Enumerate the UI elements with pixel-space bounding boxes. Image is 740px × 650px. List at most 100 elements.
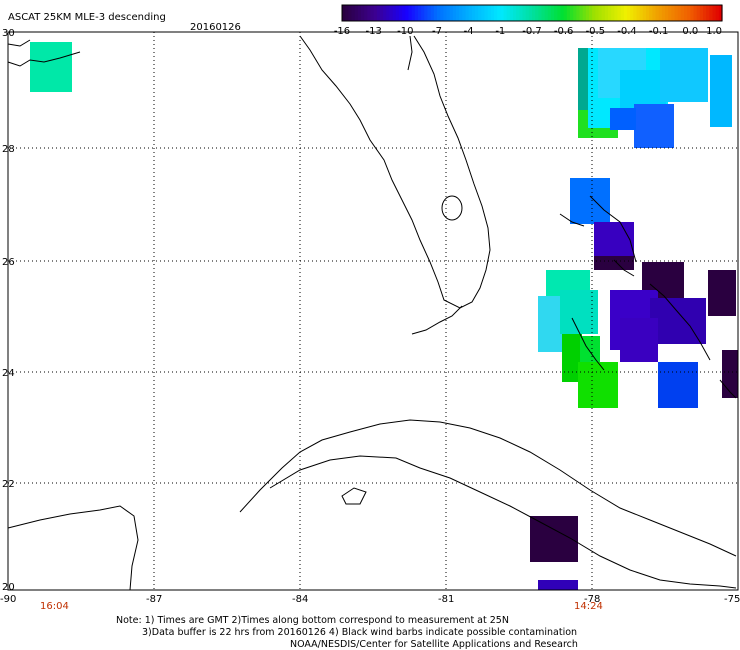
colorbar-segment <box>633 5 638 21</box>
colorbar-segment <box>354 5 359 21</box>
lat-label: 22 <box>2 479 15 490</box>
colorbar-segment <box>357 5 362 21</box>
colorbar-segment <box>380 5 384 21</box>
colorbar-segment <box>509 5 514 21</box>
colorbar-segment <box>551 5 555 21</box>
colorbar-segment <box>557 5 562 21</box>
colorbar-segment <box>411 5 416 21</box>
colorbar-segment <box>554 5 558 21</box>
colorbar-segment <box>433 5 438 21</box>
colorbar-segment <box>459 5 463 21</box>
colorbar-segment <box>617 5 622 21</box>
data-cell <box>562 334 582 382</box>
lon-label: -78 <box>584 594 600 605</box>
colorbar-segment <box>449 5 454 21</box>
product-date: 20160126 <box>190 22 241 33</box>
lat-label: 28 <box>2 144 15 155</box>
colorbar-segment <box>525 5 530 21</box>
colorbar-segment <box>608 5 612 21</box>
colorbar-segment <box>699 5 704 21</box>
colorbar-segment <box>440 5 444 21</box>
data-cell <box>708 270 736 316</box>
longitude-labels: -90 -87 -84 -81 -78 -75 <box>0 594 740 605</box>
colorbar-segment <box>674 5 679 21</box>
lon-label: -87 <box>146 594 162 605</box>
note-line-2: 3)Data buffer is 22 hrs from 20160126 4)… <box>142 627 578 638</box>
colorbar-segment <box>579 5 584 21</box>
colorbar-segment <box>383 5 387 21</box>
colorbar-segment <box>576 5 581 21</box>
data-cell <box>530 516 578 562</box>
colorbar-segment <box>592 5 596 21</box>
colorbar-segment <box>522 5 527 21</box>
map-frame <box>7 31 739 591</box>
lon-label: -90 <box>0 594 16 605</box>
colorbar-segment <box>345 5 349 21</box>
colorbar-segment <box>636 5 641 21</box>
colorbar-segment <box>443 5 448 21</box>
colorbar-segment <box>649 5 653 21</box>
colorbar-segment <box>430 5 435 21</box>
colorbar-segment <box>630 5 634 21</box>
colorbar-segment <box>367 5 372 21</box>
colorbar-segment <box>544 5 549 21</box>
colorbar-segment <box>547 5 552 21</box>
colorbar-segment <box>513 5 517 21</box>
colorbar-segment <box>424 5 429 21</box>
colorbar-segment <box>706 5 710 21</box>
colorbar-segment <box>655 5 660 21</box>
colorbar-segment <box>386 5 391 21</box>
colorbar-segment <box>395 5 400 21</box>
colorbar-segment <box>614 5 619 21</box>
graticule <box>8 32 738 590</box>
colorbar-segment <box>497 5 501 21</box>
data-cell <box>620 70 666 110</box>
colorbar-segment <box>519 5 524 21</box>
colorbar-segment <box>376 5 381 21</box>
colorbar-segment <box>456 5 460 21</box>
colorbar-segment <box>500 5 505 21</box>
colorbar-segment <box>528 5 533 21</box>
colorbar-segment <box>421 5 425 21</box>
lat-label: 26 <box>2 257 15 268</box>
colorbar-segment <box>573 5 577 21</box>
colorbar-segment <box>560 5 565 21</box>
colorbar-frame <box>341 4 723 22</box>
colorbar-segment <box>582 5 587 21</box>
colorbar-segment <box>408 5 413 21</box>
coastlines <box>7 35 737 591</box>
colorbar-segment <box>389 5 394 21</box>
lon-label: -84 <box>292 594 308 605</box>
data-cell <box>710 55 732 127</box>
colorbar-segment <box>475 5 479 21</box>
colorbar-segment <box>541 5 546 21</box>
lat-label: 20 <box>2 582 15 593</box>
colorbar-segment <box>712 5 717 21</box>
lon-label: -81 <box>438 594 454 605</box>
colorbar-segment <box>364 5 368 21</box>
colorbar-segment <box>342 5 346 21</box>
data-cell <box>578 362 618 408</box>
data-cell <box>610 108 636 130</box>
colorbar-segment <box>490 5 495 21</box>
colorbar-segment <box>427 5 432 21</box>
data-cell <box>660 48 708 102</box>
colorbar-segment <box>484 5 489 21</box>
colorbar-segment <box>665 5 669 21</box>
colorbar-segment <box>414 5 419 21</box>
data-cell <box>722 350 738 398</box>
colorbar-segment <box>494 5 498 21</box>
lon-label: -75 <box>724 594 740 605</box>
colorbar-segment <box>639 5 644 21</box>
colorbar-segment <box>690 5 695 21</box>
colorbar-segment <box>668 5 672 21</box>
colorbar-segment <box>516 5 520 21</box>
colorbar-segment <box>437 5 441 21</box>
colorbar-segment <box>652 5 657 21</box>
colorbar-segment <box>585 5 590 21</box>
data-cell <box>30 42 72 92</box>
colorbar-segment <box>595 5 600 21</box>
colorbar-segment <box>601 5 606 21</box>
colorbar-segment <box>418 5 422 21</box>
colorbar-segment <box>696 5 701 21</box>
